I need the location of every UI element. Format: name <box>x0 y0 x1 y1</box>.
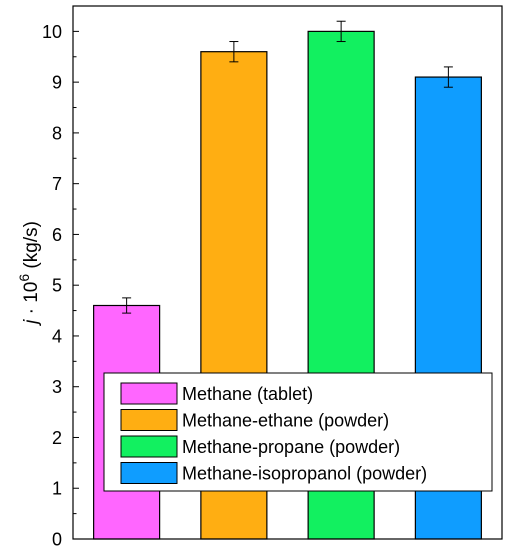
legend: Methane (tablet) Methane-ethane (powder) M… <box>103 372 493 492</box>
legend-label: Methane-isopropanol (powder) <box>182 464 427 484</box>
error-bars-layer <box>122 20 453 314</box>
y-axis-label-symbol: j <box>21 319 42 327</box>
y-tick-label: 10 <box>42 22 62 42</box>
y-tick-label: 6 <box>52 225 62 245</box>
y-axis: 0 1 2 3 4 5 6 7 8 9 10 <box>42 22 79 550</box>
y-tick-label: 0 <box>52 530 62 550</box>
legend-swatch <box>120 462 178 484</box>
y-axis-label-multiplier: · 10 <box>21 282 42 320</box>
y-tick-label: 3 <box>52 377 62 397</box>
y-tick-label: 4 <box>52 326 62 346</box>
y-tick-label: 5 <box>52 276 62 296</box>
legend-swatch <box>120 409 178 431</box>
legend-swatch <box>120 435 178 458</box>
plot-frame <box>72 5 503 540</box>
legend-label: Methane-propane (powder) <box>182 437 400 457</box>
legend-swatch <box>120 382 178 405</box>
y-tick-label: 9 <box>52 73 62 93</box>
legend-label: Methane-ethane (powder) <box>182 411 389 431</box>
y-tick-label: 8 <box>52 123 62 143</box>
y-axis-label: j · 106 (kg/s) <box>16 221 42 327</box>
y-tick-label: 7 <box>52 174 62 194</box>
y-axis-label-exponent: 6 <box>16 274 32 282</box>
legend-label: Methane (tablet) <box>182 384 313 404</box>
y-tick-label: 2 <box>52 428 62 448</box>
y-tick-label: 1 <box>52 479 62 499</box>
y-axis-label-unit: (kg/s) <box>21 221 42 274</box>
